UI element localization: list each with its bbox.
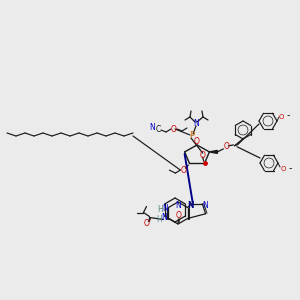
Text: O: O bbox=[194, 136, 200, 146]
Text: N: N bbox=[162, 213, 167, 222]
Text: O: O bbox=[176, 212, 182, 220]
Text: N: N bbox=[149, 124, 155, 133]
Polygon shape bbox=[209, 150, 217, 153]
Text: O: O bbox=[171, 124, 177, 134]
Text: O: O bbox=[278, 114, 284, 120]
Text: C: C bbox=[155, 125, 160, 134]
Text: O: O bbox=[224, 142, 229, 152]
Text: O: O bbox=[200, 151, 206, 160]
Text: N: N bbox=[175, 200, 181, 209]
Text: O: O bbox=[180, 166, 186, 175]
Text: O: O bbox=[280, 166, 286, 172]
Text: P: P bbox=[189, 131, 195, 140]
Text: N: N bbox=[188, 201, 194, 210]
Text: H: H bbox=[157, 215, 162, 224]
Text: N: N bbox=[163, 204, 168, 213]
Text: N: N bbox=[193, 119, 199, 128]
Text: H: H bbox=[158, 205, 163, 214]
Text: N: N bbox=[202, 201, 208, 210]
Text: O: O bbox=[143, 219, 149, 228]
Text: -: - bbox=[286, 110, 290, 120]
Text: -: - bbox=[288, 163, 292, 173]
